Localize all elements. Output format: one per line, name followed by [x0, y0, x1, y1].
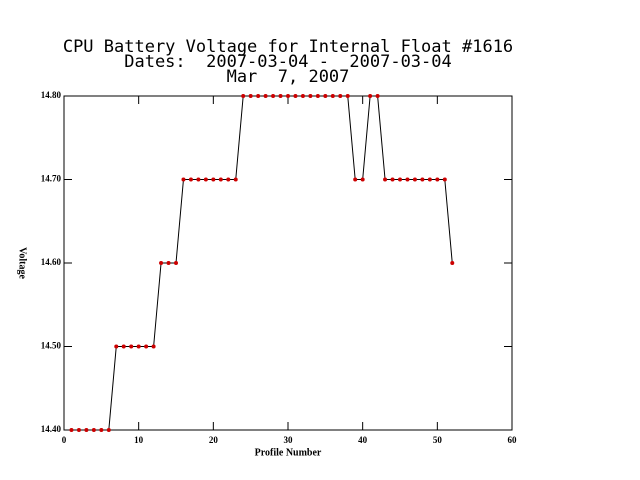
data-point: [315, 94, 320, 98]
data-point: [159, 261, 164, 265]
data-point: [233, 177, 238, 182]
y-tick-label: 14.50: [41, 341, 62, 351]
data-point: [166, 261, 171, 265]
data-point: [129, 344, 134, 349]
x-tick-label: 60: [508, 435, 518, 445]
y-tick-label: 14.60: [41, 257, 62, 267]
data-point: [442, 177, 447, 182]
data-point: [427, 177, 432, 182]
data-line: [71, 95, 453, 431]
data-point: [76, 428, 81, 432]
data-point: [398, 177, 402, 182]
data-point: [144, 344, 149, 349]
x-tick-label: 20: [209, 435, 219, 445]
data-point: [263, 94, 268, 98]
data-point: [338, 94, 343, 98]
data-point: [114, 344, 119, 349]
data-point: [323, 94, 328, 98]
data-point: [293, 94, 298, 98]
data-point: [241, 94, 246, 98]
data-point: [383, 177, 388, 182]
data-point: [368, 94, 373, 98]
data-point: [450, 261, 455, 265]
data-point: [353, 177, 358, 182]
x-axis-label: Profile Number: [255, 447, 322, 458]
data-point: [151, 344, 156, 349]
data-point: [248, 94, 253, 98]
data-point: [345, 94, 350, 98]
data-point: [226, 177, 231, 182]
data-point: [390, 177, 395, 182]
data-point: [121, 344, 126, 349]
data-point: [69, 428, 74, 432]
data-point: [412, 177, 417, 182]
chart-title: Dates: 2007-03-04 - 2007-03-04: [124, 52, 452, 72]
data-point: [360, 177, 365, 182]
y-tick-label: 14.80: [41, 90, 62, 100]
data-point: [278, 94, 283, 98]
data-point: [256, 94, 261, 98]
x-tick-label: 50: [433, 435, 443, 445]
data-point: [420, 177, 425, 182]
data-point: [211, 177, 216, 182]
y-tick-label: 14.40: [41, 424, 62, 434]
data-point: [375, 94, 380, 98]
data-point: [174, 261, 178, 265]
y-tick-label: 14.70: [41, 174, 62, 184]
data-point: [84, 428, 89, 432]
data-point: [203, 177, 208, 182]
data-point: [99, 428, 104, 432]
data-point: [91, 428, 96, 432]
data-point: [435, 177, 440, 182]
data-point: [308, 94, 313, 98]
data-point: [330, 94, 335, 98]
data-point: [188, 177, 193, 182]
x-tick-label: 10: [134, 435, 144, 445]
x-tick-label: 0: [62, 435, 67, 445]
y-axis-label: Voltage: [17, 247, 28, 279]
chart-title: Mar 7, 2007: [227, 67, 350, 87]
data-point: [181, 177, 186, 182]
x-tick-label: 30: [284, 435, 294, 445]
chart-title: CPU Battery Voltage for Internal Float #…: [63, 37, 513, 57]
data-point: [286, 94, 290, 98]
data-point: [218, 177, 223, 182]
x-tick-label: 40: [358, 435, 368, 445]
data-point: [106, 428, 111, 432]
data-point: [405, 177, 410, 182]
data-point: [271, 94, 276, 98]
data-point: [300, 94, 305, 98]
data-point: [136, 344, 141, 349]
data-point: [196, 177, 201, 182]
